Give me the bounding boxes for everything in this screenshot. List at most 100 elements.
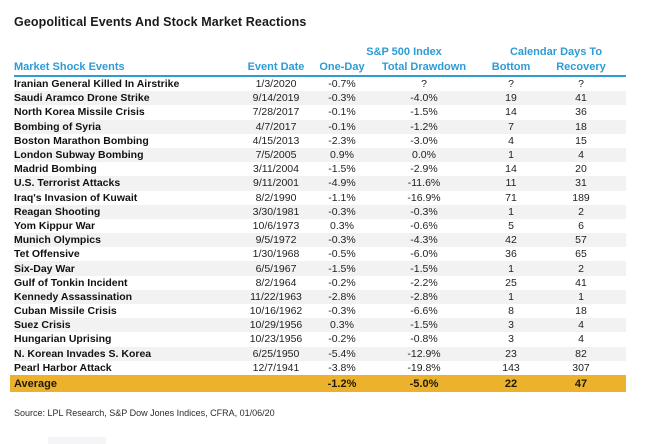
value-cell: 12/7/1941 — [252, 361, 300, 374]
value-cell: 9/11/2001 — [253, 177, 299, 190]
event-name-cell: Cuban Missile Crisis — [14, 305, 117, 318]
event-name-cell: Madrid Bombing — [14, 163, 97, 176]
value-cell: -11.6% — [407, 177, 441, 190]
value-cell: 9/5/1972 — [255, 234, 297, 247]
value-cell: 0.3% — [330, 219, 354, 232]
table-header: S&P 500 Index Calendar Days To Market Sh… — [14, 44, 626, 77]
table-row: Saudi Aramco Drone Strike 9/14/2019 -0.3% -… — [14, 91, 626, 106]
value-cell: 10/6/1973 — [252, 219, 300, 232]
value-cell: -4.0% — [410, 92, 438, 105]
value-cell: 1/30/1968 — [252, 248, 300, 261]
event-name-cell: Gulf of Tonkin Incident — [14, 276, 128, 289]
value-cell: 11/22/1963 — [250, 290, 302, 303]
table-row: Boston Marathon Bombing 4/15/2013 -2.3% -3.… — [14, 134, 626, 148]
value-cell: 19 — [505, 92, 517, 105]
value-cell: 7 — [508, 120, 514, 133]
table-row: Pearl Harbor Attack 12/7/1941 -3.8% -19.8% 1… — [14, 361, 626, 375]
value-cell: -1.2% — [410, 120, 438, 133]
table-row: Cuban Missile Crisis 10/16/1962 -0.3% -6.6%… — [14, 304, 626, 318]
page-title: Geopolitical Events And Stock Market Rea… — [14, 15, 307, 29]
value-cell: -1.5% — [410, 319, 438, 332]
value-cell: 0.0% — [412, 149, 436, 162]
value-cell: -12.9% — [407, 347, 441, 360]
value-cell: ? — [578, 78, 584, 91]
table-body: Iranian General Killed In Airstrike 1/3/2… — [14, 77, 626, 375]
value-cell: 14 — [505, 106, 517, 119]
value-cell: -19.8% — [407, 361, 441, 374]
value-cell: -0.6% — [410, 219, 438, 232]
table-row: Yom Kippur War 10/6/1973 0.3% -0.6% 5 6 — [14, 219, 626, 233]
table-row: N. Korean Invades S. Korea 6/25/1950 -5.4%… — [14, 346, 626, 361]
value-cell: -2.8% — [328, 290, 356, 303]
table-row: Six-Day War 6/5/1967 -1.5% -1.5% 1 2 — [14, 261, 626, 276]
value-cell: 7/28/2017 — [252, 106, 300, 119]
average-one-day: -1.2% — [327, 377, 357, 390]
event-name-cell: Bombing of Syria — [14, 120, 101, 133]
event-name-cell: Tet Offensive — [14, 248, 80, 261]
value-cell: 3/30/1981 — [252, 205, 300, 218]
event-name-cell: Six-Day War — [14, 262, 75, 275]
event-name-cell: London Subway Bombing — [14, 149, 144, 162]
value-cell: -2.2% — [410, 276, 438, 289]
value-cell: 189 — [572, 191, 590, 204]
value-cell: -0.1% — [328, 120, 356, 133]
group-header-sp500: S&P 500 Index — [366, 45, 442, 58]
value-cell: -2.3% — [328, 134, 356, 147]
value-cell: 57 — [575, 234, 587, 247]
value-cell: ? — [508, 78, 514, 91]
average-recovery: 47 — [574, 377, 588, 390]
value-cell: -6.0% — [410, 248, 438, 261]
table-row: Hungarian Uprising 10/23/1956 -0.2% -0.8% 3 4 — [14, 332, 626, 346]
table-row: Iraq's Invasion of Kuwait 8/2/1990 -1.1% -1… — [14, 191, 626, 205]
cropped-edge-artifact — [48, 437, 106, 444]
value-cell: 1 — [508, 205, 514, 218]
column-header-one-day: One-Day — [319, 61, 365, 73]
value-cell: 1 — [508, 262, 514, 275]
table-row: Kennedy Assassination 11/22/1963 -2.8% -2.8… — [14, 289, 626, 304]
average-label: Average — [14, 377, 58, 390]
value-cell: -1.5% — [410, 262, 438, 275]
value-cell: 9/14/2019 — [252, 92, 300, 105]
table-row: Madrid Bombing 3/11/2004 -1.5% -2.9% 14 20 — [14, 162, 626, 176]
table-column-header-row: Market Shock Events Event Date One-Day T… — [14, 59, 626, 75]
event-name-cell: Saudi Aramco Drone Strike — [14, 92, 150, 105]
value-cell: 4/7/2017 — [255, 120, 297, 133]
value-cell: 15 — [575, 134, 587, 147]
average-total-drawdown: -5.0% — [409, 377, 439, 390]
value-cell: 1/3/2020 — [255, 78, 297, 91]
value-cell: 7/5/2005 — [255, 149, 297, 162]
value-cell: 8/2/1990 — [255, 191, 297, 204]
value-cell: ? — [421, 78, 427, 91]
value-cell: -0.8% — [410, 333, 438, 346]
value-cell: -1.5% — [328, 163, 356, 176]
value-cell: -0.5% — [328, 248, 356, 261]
event-name-cell: North Korea Missile Crisis — [14, 106, 145, 119]
table-row: Iranian General Killed In Airstrike 1/3/2… — [14, 77, 626, 91]
value-cell: 0.3% — [330, 319, 354, 332]
value-cell: -6.6% — [410, 305, 438, 318]
column-header-event-date: Event Date — [247, 61, 305, 73]
value-cell: -4.9% — [328, 177, 356, 190]
average-row: Average -1.2% -5.0% 22 47 — [10, 375, 626, 392]
value-cell: 6/25/1950 — [252, 347, 300, 360]
value-cell: -2.8% — [410, 290, 438, 303]
table-row: Gulf of Tonkin Incident 8/2/1964 -0.2% -2.2… — [14, 276, 626, 290]
value-cell: 41 — [575, 92, 587, 105]
value-cell: 10/23/1956 — [249, 333, 303, 346]
event-name-cell: Boston Marathon Bombing — [14, 134, 149, 147]
event-name-cell: Iranian General Killed In Airstrike — [14, 78, 180, 91]
table-row: Reagan Shooting 3/30/1981 -0.3% -0.3% 1 2 — [14, 204, 626, 219]
table-row: U.S. Terrorist Attacks 9/11/2001 -4.9% -11.… — [14, 176, 626, 191]
value-cell: 11 — [505, 177, 517, 190]
average-event-date — [230, 375, 322, 392]
value-cell: -16.9% — [407, 191, 441, 204]
value-cell: 4 — [578, 149, 584, 162]
value-cell: -0.3% — [328, 305, 356, 318]
value-cell: 1 — [508, 149, 514, 162]
table-row: Suez Crisis 10/29/1956 0.3% -1.5% 3 4 — [14, 318, 626, 333]
value-cell: 307 — [572, 361, 590, 374]
event-name-cell: Kennedy Assassination — [14, 290, 133, 303]
value-cell: 4 — [508, 134, 514, 147]
value-cell: 5 — [508, 219, 514, 232]
column-header-total-drawdown: Total Drawdown — [381, 61, 467, 73]
